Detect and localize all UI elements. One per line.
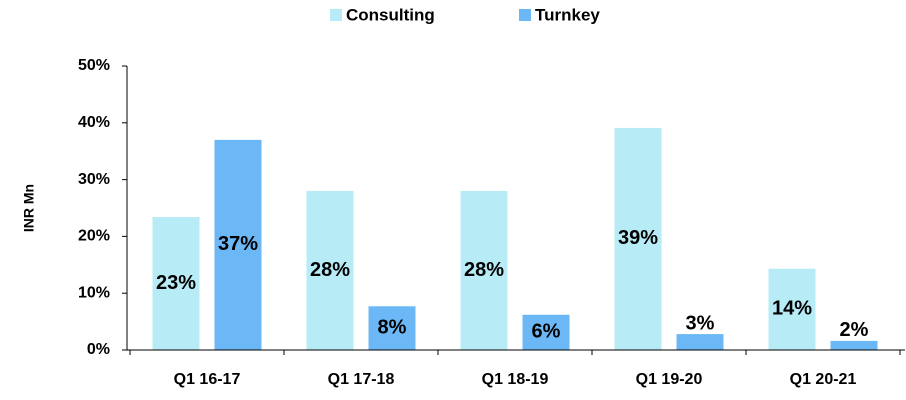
data-label: 14% bbox=[772, 298, 812, 320]
y-axis-label: INR Mn bbox=[21, 184, 37, 232]
y-tick-label: 0% bbox=[87, 341, 110, 358]
y-tick-label: 40% bbox=[78, 114, 110, 131]
data-label: 28% bbox=[464, 259, 504, 281]
data-label: 2% bbox=[840, 319, 869, 341]
y-tick-label: 20% bbox=[78, 228, 110, 245]
legend-label: Consulting bbox=[346, 5, 435, 24]
x-tick-label: Q1 16-17 bbox=[174, 371, 241, 388]
data-label: 8% bbox=[378, 316, 407, 338]
bar bbox=[368, 306, 416, 350]
x-tick-label: Q1 17-18 bbox=[328, 371, 395, 388]
x-tick-label: Q1 20-21 bbox=[790, 371, 857, 388]
y-tick-label: 10% bbox=[78, 284, 110, 301]
bar bbox=[306, 190, 354, 350]
bar bbox=[460, 190, 508, 350]
bar bbox=[830, 340, 878, 350]
data-label: 3% bbox=[686, 312, 715, 334]
bar bbox=[768, 268, 816, 350]
x-tick-label: Q1 19-20 bbox=[636, 371, 703, 388]
x-tick-label: Q1 18-19 bbox=[482, 371, 549, 388]
data-label: 37% bbox=[218, 233, 258, 255]
legend-swatch bbox=[330, 9, 342, 21]
bar bbox=[152, 217, 200, 350]
y-tick-label: 30% bbox=[78, 171, 110, 188]
legend-swatch bbox=[519, 9, 531, 21]
data-label: 28% bbox=[310, 259, 350, 281]
data-label: 39% bbox=[618, 227, 658, 249]
bar bbox=[614, 127, 662, 350]
bar bbox=[522, 314, 570, 350]
y-tick-label: 50% bbox=[78, 57, 110, 74]
bar bbox=[214, 139, 262, 350]
data-label: 23% bbox=[156, 272, 196, 294]
bar bbox=[676, 334, 724, 350]
legend-label: Turnkey bbox=[535, 5, 600, 24]
data-label: 6% bbox=[532, 321, 561, 343]
